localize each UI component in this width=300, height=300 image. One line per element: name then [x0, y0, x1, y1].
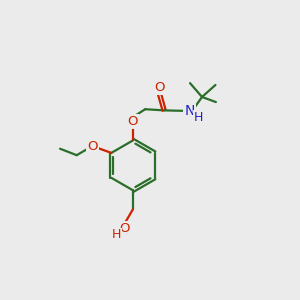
Text: O: O [154, 81, 165, 94]
Text: N: N [184, 104, 195, 118]
Text: O: O [128, 115, 138, 128]
Text: H: H [111, 228, 121, 242]
Text: O: O [119, 222, 130, 235]
Text: O: O [87, 140, 98, 153]
Text: H: H [194, 111, 203, 124]
